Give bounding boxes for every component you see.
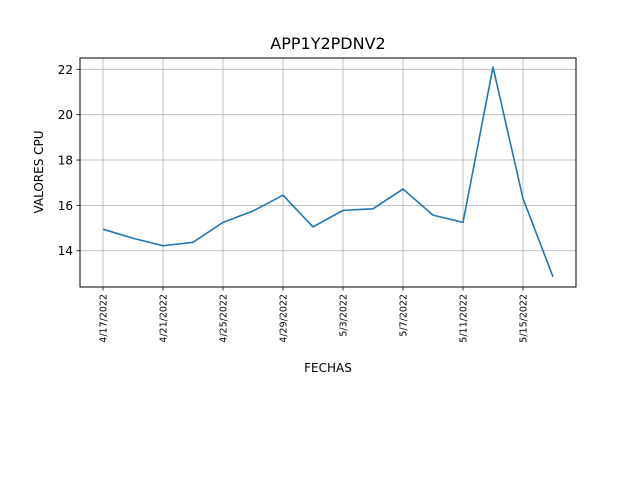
- x-tick-label: 5/11/2022: [459, 294, 470, 343]
- y-tick-label: 18: [58, 154, 73, 168]
- y-tick-label: 22: [58, 63, 73, 77]
- y-axis-ticks: 14 16 18 20 22: [58, 63, 80, 258]
- x-tick-label: 4/21/2022: [159, 294, 170, 343]
- y-tick-label: 14: [58, 244, 73, 258]
- y-tick-label: 16: [58, 199, 73, 213]
- y-axis-label: VALORES CPU: [32, 130, 46, 213]
- x-axis-ticks: 4/17/2022 4/21/2022 4/25/2022 4/29/2022 5/3/…: [99, 287, 530, 343]
- x-tick-label: 5/3/2022: [339, 294, 350, 337]
- series-line: [102, 66, 554, 278]
- x-tick-label: 4/17/2022: [99, 294, 110, 343]
- plot-line: [102, 66, 554, 278]
- x-tick-label: 5/15/2022: [519, 294, 530, 343]
- x-axis-label: FECHAS: [304, 361, 352, 375]
- plot-frame: [79, 57, 577, 288]
- grid: [80, 58, 576, 287]
- x-tick-label: 5/7/2022: [399, 294, 410, 337]
- y-tick-label: 20: [58, 108, 73, 122]
- chart-title: APP1Y2PDNV2: [270, 34, 385, 53]
- x-tick-label: 4/29/2022: [279, 294, 290, 343]
- x-tick-label: 4/25/2022: [219, 294, 230, 343]
